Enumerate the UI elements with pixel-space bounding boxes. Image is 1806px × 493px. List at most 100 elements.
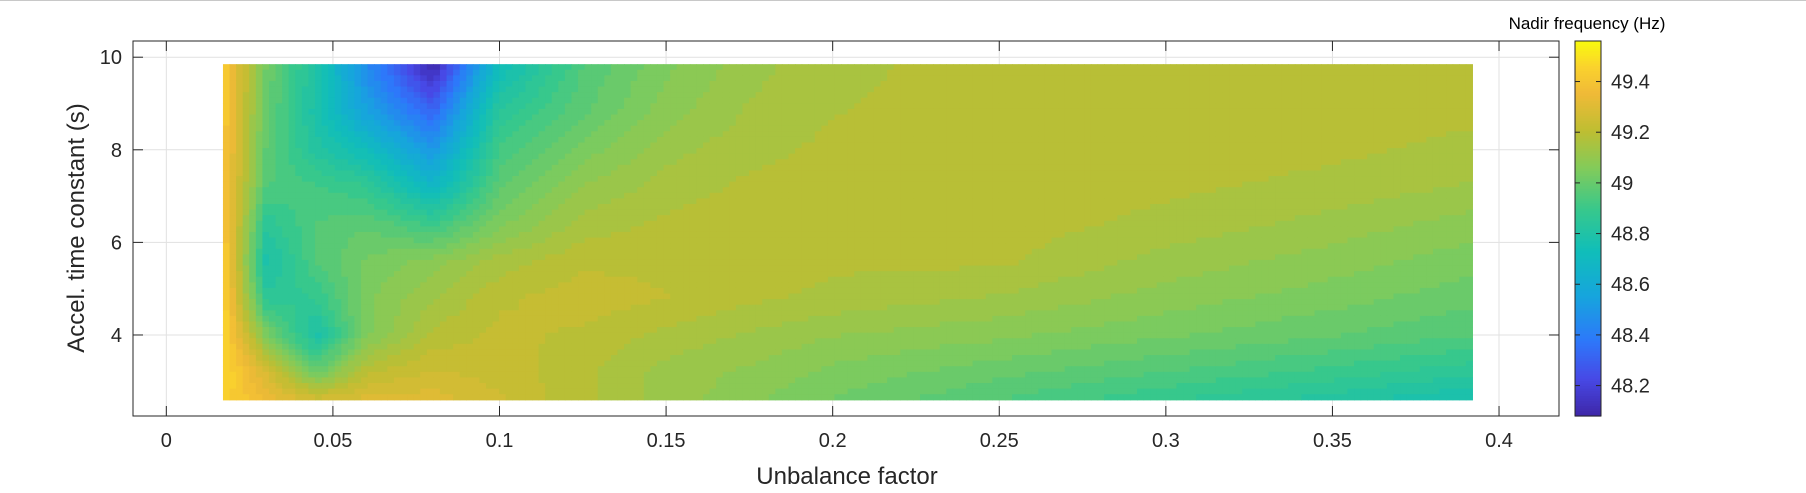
heatmap-cell (1446, 192, 1454, 199)
heatmap-cell (1137, 64, 1145, 71)
heatmap-cell (1327, 148, 1335, 155)
heatmap-cell (966, 64, 974, 71)
heatmap-cell (334, 120, 342, 127)
heatmap-cell (1058, 69, 1066, 76)
heatmap-cell (637, 103, 645, 110)
heatmap-cell (1117, 164, 1125, 172)
heatmap-cell (1090, 192, 1099, 199)
heatmap-cell (985, 164, 993, 172)
heatmap-cell (887, 181, 895, 188)
heatmap-cell (1413, 159, 1421, 166)
heatmap-cell (887, 131, 895, 138)
heatmap-cell (242, 192, 250, 199)
heatmap-cell (361, 209, 369, 216)
heatmap-cell (1327, 164, 1335, 172)
heatmap-cell (558, 181, 566, 188)
heatmap-cell (933, 164, 941, 172)
heatmap-cell (439, 125, 448, 132)
heatmap-cell (1123, 192, 1132, 199)
heatmap-cell (1031, 170, 1039, 177)
heatmap-cell (1117, 192, 1125, 199)
heatmap-cell (1393, 103, 1401, 110)
heatmap-cell (841, 114, 849, 121)
heatmap-cell (860, 142, 868, 149)
heatmap-cell (624, 80, 632, 88)
heatmap-cell (617, 159, 625, 166)
heatmap-cell (275, 108, 283, 116)
heatmap-cell (722, 108, 730, 116)
heatmap-cell (315, 187, 323, 194)
heatmap-cell (624, 136, 632, 144)
heatmap-cell (762, 69, 770, 76)
heatmap-cell (1314, 176, 1322, 183)
heatmap-cell (485, 80, 494, 88)
heatmap-cell (617, 69, 625, 76)
heatmap-cell (1380, 97, 1388, 104)
heatmap-cell (689, 164, 698, 172)
heatmap-cell (1025, 181, 1033, 188)
heatmap-cell (1150, 136, 1158, 144)
heatmap-cell (1413, 131, 1421, 138)
heatmap-cell (1117, 142, 1125, 149)
heatmap-cell (472, 80, 481, 88)
heatmap-cell (545, 204, 553, 211)
heatmap-cell (841, 159, 849, 166)
heatmap-cell (1432, 181, 1441, 188)
heatmap-cell (1163, 181, 1171, 188)
heatmap-cell (1334, 69, 1342, 76)
heatmap-cell (1012, 170, 1020, 177)
heatmap-cell (1314, 148, 1322, 155)
heatmap-cell (1209, 80, 1217, 88)
heatmap-cell (439, 164, 448, 172)
heatmap-cell (900, 120, 908, 127)
heatmap-cell (407, 69, 415, 76)
heatmap-cell (1400, 198, 1408, 205)
heatmap-cell (525, 176, 533, 183)
heatmap-cell (334, 198, 342, 205)
heatmap-cell (354, 75, 362, 82)
heatmap-cell (334, 170, 342, 177)
heatmap-cell (545, 198, 553, 205)
heatmap-cell (1347, 148, 1355, 155)
heatmap-cell (1288, 114, 1296, 121)
heatmap-cell (439, 198, 448, 205)
heatmap-cell (1301, 176, 1309, 183)
heatmap-cell (551, 69, 559, 76)
heatmap-cell (933, 148, 941, 155)
heatmap-cell (762, 120, 770, 127)
heatmap-cell (1275, 120, 1283, 127)
heatmap-cell (1275, 148, 1283, 155)
heatmap-cell (545, 64, 553, 71)
heatmap-cell (1400, 164, 1408, 172)
heatmap-cell (367, 69, 375, 76)
heatmap-cell (301, 114, 310, 121)
heatmap-cell (1012, 80, 1020, 88)
heatmap-cell (795, 69, 803, 76)
heatmap-cell (341, 142, 349, 149)
heatmap-cell (946, 64, 954, 71)
heatmap-cell (1360, 64, 1368, 71)
heatmap-cell (433, 120, 441, 127)
heatmap-cell (1446, 136, 1454, 144)
heatmap-cell (1419, 181, 1427, 188)
heatmap-cell (532, 148, 540, 155)
heatmap-cell (775, 187, 783, 194)
heatmap-cell (328, 69, 336, 76)
heatmap-cell (499, 204, 507, 211)
heatmap-cell (920, 153, 928, 160)
heatmap-cell (913, 192, 921, 199)
heatmap-cell (1196, 86, 1204, 93)
heatmap-cell (966, 114, 974, 121)
heatmap-cell (1084, 153, 1092, 160)
heatmap-cell (735, 198, 744, 205)
heatmap-cell (1268, 92, 1276, 99)
heatmap-cell (1347, 159, 1355, 166)
heatmap-cell (1255, 181, 1263, 188)
heatmap-cell (518, 131, 527, 138)
heatmap-cell (709, 86, 717, 93)
heatmap-cell (1347, 120, 1355, 127)
heatmap-cell (1419, 80, 1427, 88)
heatmap-cell (1373, 114, 1381, 121)
heatmap-cell (847, 176, 855, 183)
heatmap-cell (1261, 92, 1270, 99)
